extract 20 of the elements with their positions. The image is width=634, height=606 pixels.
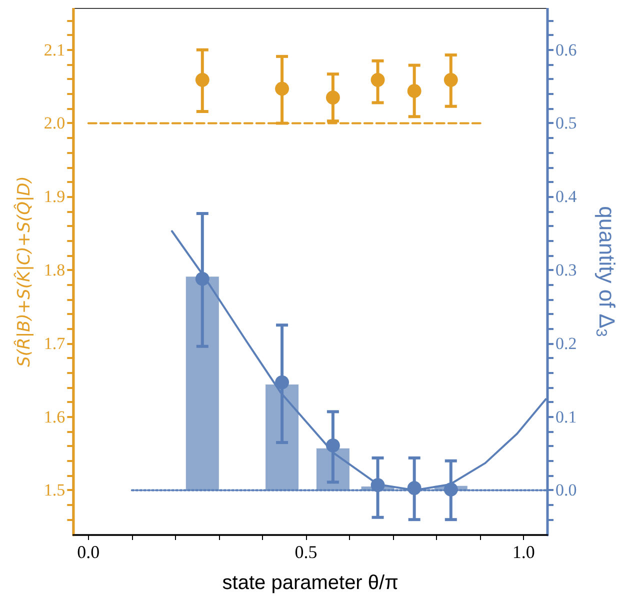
y-tick-label: 2.1 (44, 40, 66, 60)
x-tick-label: 1.0 (512, 542, 535, 562)
y2-axis-title: quantity of Δ3 (592, 206, 620, 337)
x-axis-title: state parameter θ/π (222, 572, 398, 594)
y-axis-title: S(R̂|B)+S(K̂|C)+S(Q̂|D) (13, 176, 34, 367)
y2-tick-label: 0.1 (556, 407, 577, 426)
y-tick-label: 1.9 (44, 187, 66, 206)
y2-tick-label: 0.3 (556, 260, 577, 280)
y2-tick-label: 0.2 (556, 334, 577, 353)
y2-tick-label: 0.6 (556, 40, 577, 60)
y-tick-label: 1.7 (44, 334, 66, 353)
y-tick-label: 2.0 (44, 114, 66, 133)
x-tick-label: 0.0 (77, 542, 100, 562)
y-tick-label: 1.8 (44, 260, 66, 280)
y-tick-label: 1.5 (44, 480, 66, 500)
y2-tick-label: 0.5 (556, 114, 577, 133)
y2-tick-label: 0.4 (556, 187, 578, 206)
x-tick-label: 0.5 (294, 542, 318, 562)
y2-tick-label: 0.0 (556, 480, 577, 500)
y-tick-label: 1.6 (44, 407, 66, 426)
